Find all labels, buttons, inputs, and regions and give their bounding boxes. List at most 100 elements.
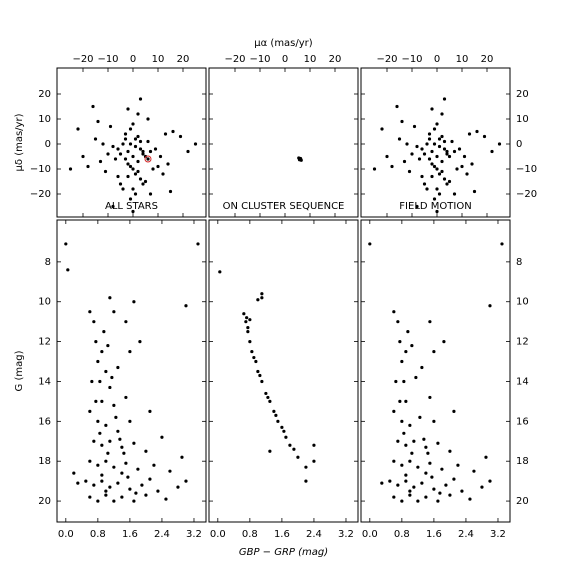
point	[435, 154, 439, 159]
point	[444, 483, 448, 487]
point	[96, 463, 100, 467]
point	[106, 451, 110, 455]
point	[146, 139, 150, 144]
point	[438, 491, 442, 495]
point	[256, 369, 260, 374]
point	[81, 154, 85, 159]
y-axis-label: G (mag)	[14, 350, 25, 391]
x-tick-label: −10	[97, 54, 118, 65]
point	[86, 164, 90, 169]
point	[406, 330, 410, 334]
point	[380, 127, 384, 131]
point	[400, 419, 404, 423]
point	[152, 463, 156, 467]
point	[372, 167, 377, 171]
x-axis-label: GBP − GRP (mag)	[239, 547, 328, 558]
x-tick-label: 0.0	[362, 529, 378, 540]
point	[402, 431, 406, 435]
point	[126, 149, 130, 154]
x-tick-label: −20	[224, 54, 245, 65]
x-tick-label: 2.4	[458, 529, 474, 540]
point	[430, 107, 434, 111]
point	[490, 149, 494, 154]
point	[452, 149, 457, 154]
point	[100, 443, 104, 447]
point	[184, 304, 188, 308]
point	[138, 139, 143, 144]
point	[168, 469, 172, 473]
point	[432, 197, 437, 201]
point	[442, 339, 446, 344]
point	[437, 144, 442, 149]
point	[422, 182, 427, 186]
point	[136, 169, 140, 174]
point	[90, 379, 94, 384]
point	[184, 479, 188, 483]
point	[467, 132, 472, 136]
point	[426, 451, 430, 455]
point	[416, 465, 420, 469]
y-tick-label: −10	[30, 164, 51, 175]
point	[437, 137, 442, 141]
point	[304, 465, 308, 469]
point	[143, 179, 148, 184]
panel-frame	[56, 219, 207, 523]
point	[408, 493, 412, 497]
y-tick-label: 10	[516, 114, 529, 125]
point	[288, 443, 292, 447]
point	[432, 164, 437, 169]
point	[138, 339, 142, 344]
point	[128, 419, 132, 423]
point	[136, 112, 140, 116]
point	[110, 375, 114, 380]
point	[126, 107, 130, 111]
point	[148, 409, 152, 413]
y-tick-label: 16	[516, 416, 529, 427]
point	[415, 144, 419, 149]
x-tick-label: 1.6	[274, 529, 290, 540]
x-tick-label: 0.8	[242, 529, 258, 540]
point	[92, 320, 96, 324]
point	[146, 157, 150, 161]
point	[131, 209, 135, 214]
x-tick-label: 3.2	[490, 529, 506, 540]
point	[124, 320, 128, 324]
panel-frame	[56, 67, 207, 218]
point	[88, 495, 92, 499]
point	[368, 242, 372, 246]
x-tick-label: 10	[152, 54, 165, 65]
point	[460, 164, 464, 169]
x-tick-label: 20	[329, 54, 342, 65]
point	[440, 169, 444, 174]
point	[141, 149, 145, 154]
point	[104, 493, 108, 497]
point	[264, 391, 268, 396]
point	[132, 300, 136, 304]
point	[121, 142, 125, 146]
point	[92, 439, 96, 443]
point	[258, 373, 262, 378]
point	[408, 423, 412, 427]
point	[103, 169, 108, 174]
point	[410, 152, 414, 156]
point	[428, 395, 432, 400]
point	[428, 461, 432, 465]
point	[312, 443, 316, 447]
point	[268, 449, 272, 453]
point	[422, 152, 427, 156]
point	[66, 268, 70, 272]
point	[168, 189, 173, 194]
point	[116, 481, 120, 485]
point	[394, 379, 398, 384]
point	[186, 149, 190, 154]
point	[163, 132, 168, 136]
point	[392, 409, 396, 413]
point	[430, 174, 434, 179]
point	[404, 349, 408, 354]
point	[151, 167, 155, 171]
y-tick-label: 12	[516, 337, 529, 348]
point	[122, 451, 126, 455]
y-tick-label: −20	[30, 189, 51, 200]
point	[436, 499, 440, 503]
point	[133, 137, 138, 141]
